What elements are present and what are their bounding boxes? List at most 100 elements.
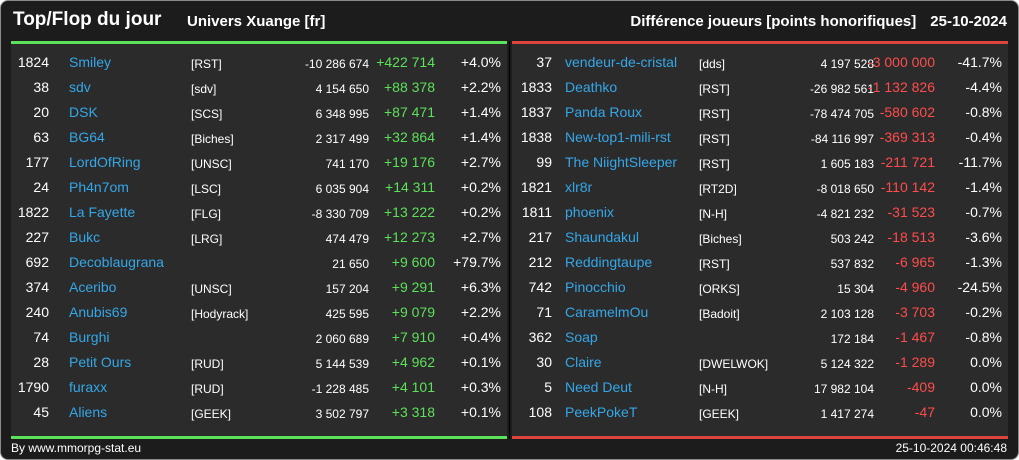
player-name-link[interactable]: Need Deut [565, 379, 632, 395]
player-name-link[interactable]: Bukc [69, 229, 101, 245]
player-rank: 71 [536, 304, 552, 320]
diff-percent: -1.3% [965, 254, 1002, 270]
player-rank: 30 [536, 354, 552, 370]
honor-points-total: 4 197 528 [820, 57, 874, 71]
alliance-tag: [N-H] [699, 382, 727, 396]
top-row: 1790 furaxx [RUD] -1 228 485 +4 101 +0.3% [11, 375, 507, 400]
player-name-link[interactable]: Aliens [69, 404, 108, 420]
player-name-link[interactable]: Petit Ours [69, 354, 132, 370]
honor-points-total: -4 821 232 [816, 207, 874, 221]
flop-row: 217 Shaundakul [Biches] 503 242 -18 513 -3.6% [512, 225, 1008, 250]
honor-points-total: 474 479 [325, 232, 369, 246]
diff-percent: +6.3% [460, 279, 501, 295]
page-title: Top/Flop du jour [13, 9, 162, 30]
honor-points-total: 503 242 [830, 232, 874, 246]
player-name-link[interactable]: Shaundakul [565, 229, 639, 245]
player-name-link[interactable]: Soap [565, 329, 598, 345]
honor-points-diff: +19 176 [384, 154, 435, 170]
diff-percent: -3.6% [965, 229, 1002, 245]
honor-points-diff: -1 132 826 [868, 79, 935, 95]
flop-row: 362 Soap 172 184 -1 467 -0.8% [512, 325, 1008, 350]
honor-points-diff: +7 910 [391, 329, 435, 345]
player-name-link[interactable]: xlr8r [565, 179, 593, 195]
player-name-link[interactable]: Panda Roux [565, 104, 643, 120]
honor-points-diff: +3 318 [391, 404, 435, 420]
player-rank: 24 [33, 179, 49, 195]
honor-points-total: 6 035 904 [315, 182, 369, 196]
flop-row: 5 Need Deut [N-H] 17 982 104 -409 0.0% [512, 375, 1008, 400]
top-row: 1822 La Fayette [FLG] -8 330 709 +13 222 +0.2… [11, 200, 507, 225]
alliance-tag: [UNSC] [191, 282, 232, 296]
player-name-link[interactable]: CaramelmOu [565, 304, 649, 320]
player-rank: 177 [25, 154, 49, 170]
player-rank: 28 [33, 354, 49, 370]
player-name-link[interactable]: vendeur-de-cristal [565, 54, 678, 70]
player-name-link[interactable]: phoenix [565, 204, 615, 220]
diff-percent: -0.8% [965, 329, 1002, 345]
alliance-tag: [GEEK] [191, 407, 232, 421]
player-name-link[interactable]: Aceribo [69, 279, 117, 295]
diff-percent: 0.0% [970, 354, 1002, 370]
player-name-link[interactable]: Decoblaugrana [69, 254, 164, 270]
honor-points-total: -8 018 650 [816, 182, 874, 196]
alliance-tag: [SCS] [191, 107, 223, 121]
diff-percent: +2.7% [460, 154, 501, 170]
honor-points-total: 172 184 [830, 332, 874, 346]
player-name-link[interactable]: Anubis69 [69, 304, 128, 320]
player-name-link[interactable]: La Fayette [69, 204, 136, 220]
player-name-link[interactable]: sdv [69, 79, 91, 95]
diff-percent: 0.0% [970, 404, 1002, 420]
alliance-tag: [Badoit] [699, 307, 740, 321]
flop-row: 742 Pinocchio [ORKS] 15 304 -4 960 -24.5% [512, 275, 1008, 300]
diff-percent: +1.4% [460, 104, 501, 120]
player-rank: 20 [33, 104, 49, 120]
top-row: 227 Bukc [LRG] 474 479 +12 273 +2.7% [11, 225, 507, 250]
player-name-link[interactable]: Ph4n7om [69, 179, 129, 195]
player-rank: 63 [33, 129, 49, 145]
diff-percent: -24.5% [957, 279, 1002, 295]
player-name-link[interactable]: The NiightSleeper [565, 154, 678, 170]
player-name-link[interactable]: Reddingtaupe [565, 254, 653, 270]
honor-points-total: 5 144 539 [315, 357, 369, 371]
honor-points-total: 157 204 [325, 282, 369, 296]
diff-percent: +2.7% [460, 229, 501, 245]
metric-label: Différence joueurs [points honorifiques] [630, 13, 917, 30]
honor-points-diff: +9 600 [391, 254, 435, 270]
diff-percent: -11.7% [958, 154, 1002, 170]
diff-percent: -4.4% [965, 79, 1002, 95]
flop-row: 30 Claire [DWELWOK] 5 124 322 -1 289 0.0% [512, 350, 1008, 375]
alliance-tag: [ORKS] [699, 282, 740, 296]
alliance-tag: [RST] [699, 257, 730, 271]
player-name-link[interactable]: Claire [565, 354, 602, 370]
player-name-link[interactable]: furaxx [69, 379, 108, 395]
honor-points-total: 2 317 499 [315, 132, 369, 146]
player-rank: 1837 [520, 104, 552, 120]
player-rank: 1811 [521, 204, 552, 220]
top-row: 240 Anubis69 [Hodyrack] 425 595 +9 079 +2.2% [11, 300, 507, 325]
player-name-link[interactable]: Smiley [69, 54, 112, 70]
player-name-link[interactable]: Pinocchio [565, 279, 626, 295]
diff-percent: -0.4% [965, 129, 1002, 145]
flop-row: 1811 phoenix [N-H] -4 821 232 -31 523 -0.7% [512, 200, 1008, 225]
player-name-link[interactable]: Deathko [565, 79, 618, 95]
honor-points-total: 425 595 [325, 307, 369, 321]
honor-points-diff: -409 [906, 379, 935, 395]
player-name-link[interactable]: PeekPokeT [565, 404, 638, 420]
panel-divider [509, 41, 510, 439]
diff-percent: +0.2% [460, 179, 501, 195]
alliance-tag: [RT2D] [699, 182, 737, 196]
footer-credit[interactable]: By www.mmorpg-stat.eu [11, 441, 142, 455]
player-name-link[interactable]: Burghi [69, 329, 110, 345]
player-rank: 212 [528, 254, 552, 270]
player-name-link[interactable]: BG64 [69, 129, 105, 145]
diff-percent: +79.7% [453, 254, 501, 270]
player-name-link[interactable]: New-top1-mili-rst [565, 129, 671, 145]
honor-points-total: 2 060 689 [315, 332, 369, 346]
honor-points-diff: -580 602 [879, 104, 935, 120]
player-rank: 1790 [17, 379, 49, 395]
honor-points-diff: -211 721 [880, 154, 935, 170]
honor-points-total: 537 832 [830, 257, 874, 271]
player-name-link[interactable]: DSK [69, 104, 98, 120]
player-name-link[interactable]: LordOfRing [69, 154, 141, 170]
footer-timestamp: 25-10-2024 00:46:48 [895, 441, 1007, 455]
